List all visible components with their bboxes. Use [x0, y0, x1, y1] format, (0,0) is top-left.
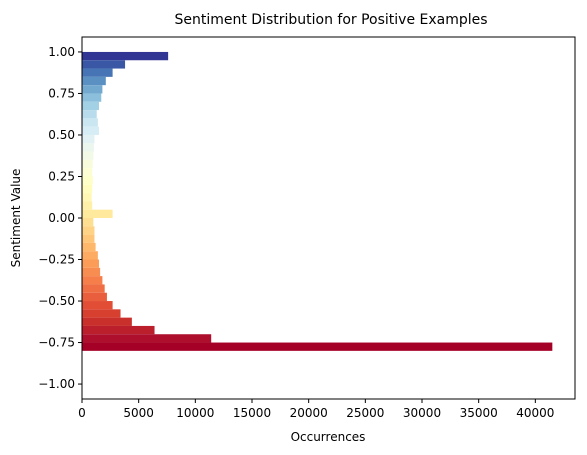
bar-10	[82, 134, 95, 144]
bar-25	[82, 259, 99, 268]
bar-1	[82, 60, 126, 69]
bar-27	[82, 276, 103, 285]
y-tick-label-1: 0.75	[48, 86, 75, 100]
x-tick-label-0: 0	[78, 406, 86, 420]
bar-4	[82, 85, 103, 94]
bar-17	[82, 193, 92, 202]
bar-12	[82, 151, 94, 160]
bar-35	[82, 342, 553, 351]
bar-6	[82, 101, 99, 111]
bar-24	[82, 251, 98, 260]
bar-28	[82, 284, 105, 293]
bar-0	[82, 51, 169, 61]
bar-30	[82, 301, 113, 310]
bar-9	[82, 126, 99, 135]
bar-31	[82, 309, 121, 318]
y-tick-label-7: −0.75	[38, 336, 75, 350]
bar-23	[82, 242, 96, 252]
bar-22	[82, 234, 95, 243]
bar-5	[82, 93, 102, 102]
y-tick-label-8: −1.00	[38, 377, 75, 391]
bar-7	[82, 110, 97, 119]
chart-title: Sentiment Distribution for Positive Exam…	[174, 12, 487, 28]
bar-32	[82, 317, 132, 326]
y-tick-label-4: 0.00	[48, 211, 75, 225]
bar-15	[82, 176, 93, 185]
y-tick-label-2: 0.50	[48, 128, 75, 142]
bar-20	[82, 218, 94, 227]
y-tick-label-5: −0.25	[38, 253, 75, 267]
bar-19	[82, 209, 113, 218]
y-axis-ticks: 1.00 0.75 0.50 0.25 0.00 −0.25 −0.50 −0.75 −1.00	[38, 45, 82, 391]
x-axis-ticks: 0 5000 10000 15000 20000 25000 30000 35000 40000	[78, 399, 554, 420]
bar-18	[82, 201, 93, 210]
y-axis-label: Sentiment Value	[9, 169, 23, 268]
x-tick-label-2: 10000	[176, 406, 214, 420]
bar-3	[82, 76, 106, 86]
x-tick-label-7: 35000	[460, 406, 498, 420]
y-tick-label-0: 1.00	[48, 45, 75, 59]
x-tick-label-1: 5000	[123, 406, 154, 420]
bar-13	[82, 159, 93, 169]
x-axis-label: Occurrences	[291, 430, 366, 444]
bar-33	[82, 325, 155, 335]
bar-2	[82, 68, 113, 77]
x-tick-label-5: 25000	[346, 406, 384, 420]
bar-16	[82, 184, 93, 194]
bar-26	[82, 267, 101, 277]
plot-frame	[81, 36, 576, 400]
bar-11	[82, 143, 94, 152]
bar-34	[82, 334, 212, 343]
bar-8	[82, 118, 98, 127]
bar-21	[82, 226, 95, 235]
bars-group	[82, 51, 553, 351]
y-tick-label-6: −0.50	[38, 294, 75, 308]
bar-29	[82, 292, 107, 302]
x-tick-label-8: 40000	[516, 406, 554, 420]
bar-14	[82, 168, 93, 177]
y-tick-label-3: 0.25	[48, 169, 75, 183]
x-tick-label-6: 30000	[403, 406, 441, 420]
x-tick-label-3: 15000	[233, 406, 271, 420]
x-tick-label-4: 20000	[290, 406, 328, 420]
